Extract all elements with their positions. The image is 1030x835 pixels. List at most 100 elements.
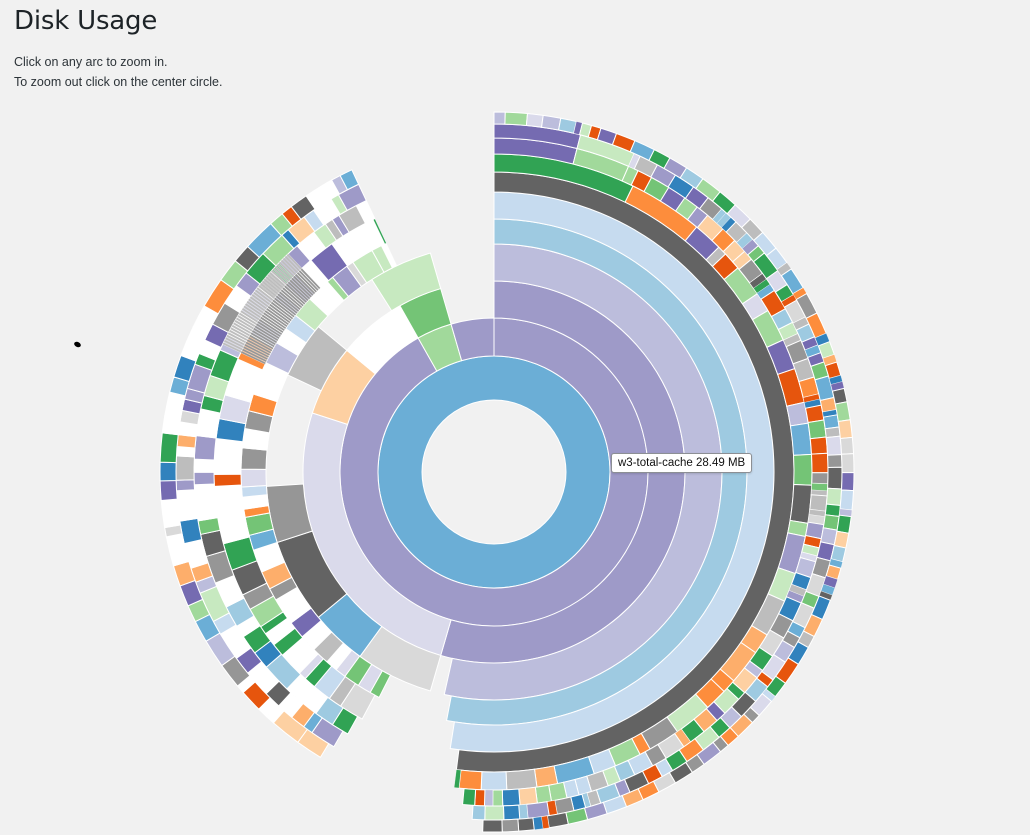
sunburst-arc-451[interactable] <box>232 322 252 335</box>
ring-1-arc-0[interactable] <box>377 355 611 589</box>
sunburst-arc-173[interactable] <box>526 801 550 819</box>
sunburst-arc-417[interactable] <box>161 415 182 436</box>
sunburst-arc-435[interactable] <box>222 342 242 353</box>
sunburst-arc-495[interactable] <box>268 271 286 288</box>
sunburst-arc-475[interactable] <box>251 293 269 308</box>
sunburst-arc-503[interactable] <box>276 263 293 280</box>
sunburst-arc-64[interactable] <box>804 404 825 424</box>
sunburst-arc-415[interactable] <box>159 461 177 482</box>
sunburst-arc-441[interactable] <box>226 334 246 346</box>
sunburst-arc-443[interactable] <box>227 331 247 344</box>
sunburst-arc-210[interactable] <box>834 401 851 423</box>
sunburst-arc-249[interactable] <box>517 817 535 832</box>
sunburst-arc-501[interactable] <box>274 265 291 282</box>
sunburst-arc-179[interactable] <box>504 111 529 127</box>
sunburst-arc-376[interactable] <box>175 455 195 481</box>
sunburst-arc-19[interactable] <box>789 422 813 456</box>
sunburst-arc-103[interactable] <box>534 784 553 804</box>
sunburst-arc-251[interactable] <box>482 819 503 833</box>
sunburst-arc-414[interactable] <box>159 479 178 502</box>
sunburst-arc-489[interactable] <box>263 278 281 294</box>
sunburst-arc-471[interactable] <box>247 298 266 312</box>
sunburst-arc-215[interactable] <box>839 489 855 511</box>
sunburst-arc-497[interactable] <box>270 269 288 286</box>
sunburst-arc-461[interactable] <box>239 309 259 323</box>
sunburst-arc-71[interactable] <box>809 494 828 512</box>
sunburst-arc-141[interactable] <box>827 466 843 490</box>
sunburst-arc-109[interactable] <box>462 788 477 806</box>
sunburst-arc-505[interactable] <box>278 261 295 278</box>
sunburst-arc-106[interactable] <box>492 789 504 807</box>
sunburst-arc-40[interactable] <box>453 769 462 789</box>
sunburst-arc-485[interactable] <box>259 282 278 298</box>
sunburst-arc-459[interactable] <box>238 312 258 326</box>
sunburst-arc-211[interactable] <box>837 419 853 440</box>
sunburst-arc-214[interactable] <box>841 472 855 492</box>
sunburst-arc-182[interactable] <box>557 117 578 134</box>
sunburst-arc-250[interactable] <box>501 818 520 833</box>
sunburst-arc-271[interactable] <box>240 468 267 488</box>
sunburst-arc-499[interactable] <box>272 267 290 284</box>
sunburst-arc-181[interactable] <box>540 114 562 131</box>
sunburst-arc-67[interactable] <box>810 452 829 474</box>
sunburst-arc-473[interactable] <box>249 295 268 310</box>
sunburst-arc-69[interactable] <box>811 483 828 492</box>
sunburst-arc-457[interactable] <box>237 314 256 328</box>
sunburst-arc-507[interactable] <box>280 259 297 276</box>
sunburst-arc-39[interactable] <box>458 769 483 791</box>
sunburst-arc-142[interactable] <box>825 487 843 506</box>
sunburst-arc-108[interactable] <box>474 788 486 807</box>
sunburst-arc-175[interactable] <box>502 804 521 821</box>
sunburst-arc-493[interactable] <box>266 273 284 290</box>
sunburst-arc-272[interactable] <box>240 447 268 470</box>
sunburst-arc-479[interactable] <box>254 289 273 304</box>
sunburst-arc-339[interactable] <box>193 471 215 486</box>
sunburst-arc-469[interactable] <box>246 300 265 315</box>
sunburst-arc-513[interactable] <box>286 253 303 270</box>
sunburst-arc-65[interactable] <box>807 419 827 440</box>
sunburst-arc-107[interactable] <box>484 789 494 807</box>
sunburst-arc-177[interactable] <box>471 804 486 821</box>
sunburst-arc-412[interactable] <box>162 511 182 529</box>
sunburst-arc-21[interactable] <box>789 483 813 524</box>
sunburst-arc-439[interactable] <box>224 336 245 349</box>
sunburst-arc-491[interactable] <box>265 275 283 292</box>
sunburst-arc-483[interactable] <box>257 284 276 300</box>
ring-2-arc-2[interactable] <box>450 317 495 362</box>
sunburst-arc-449[interactable] <box>231 324 251 337</box>
sunburst-arc-487[interactable] <box>261 280 279 296</box>
sunburst-arc-413[interactable] <box>160 498 180 515</box>
sunburst-arc-455[interactable] <box>235 317 255 330</box>
sunburst-arc-174[interactable] <box>518 804 529 820</box>
sunburst-arc-37[interactable] <box>505 768 538 791</box>
sunburst-arc-463[interactable] <box>241 307 260 321</box>
sunburst-arc-212[interactable] <box>839 436 855 455</box>
sunburst-arc-66[interactable] <box>809 436 828 455</box>
sunburst-arc-445[interactable] <box>228 329 248 342</box>
sunburst-arc-305[interactable] <box>213 473 242 487</box>
sunburst-arc-304[interactable] <box>213 484 245 512</box>
sunburst-arc-105[interactable] <box>501 788 521 807</box>
sunburst-arc-453[interactable] <box>234 319 253 332</box>
sunburst-arc-340[interactable] <box>193 458 215 473</box>
sunburst-arc-104[interactable] <box>518 786 538 806</box>
sunburst-arc-178[interactable] <box>493 111 506 125</box>
sunburst-arc-213[interactable] <box>841 453 855 474</box>
sunburst-arc-374[interactable] <box>176 489 199 522</box>
sunburst-arc-511[interactable] <box>284 255 301 272</box>
sunburst-arc-481[interactable] <box>256 286 274 302</box>
sunburst-arc-140[interactable] <box>827 454 843 468</box>
sunburst-arc-217[interactable] <box>836 514 852 534</box>
sunburst-arc-20[interactable] <box>793 453 813 486</box>
sunburst-arc-465[interactable] <box>243 305 262 319</box>
sunburst-arc-437[interactable] <box>223 339 243 351</box>
sunburst-arc-38[interactable] <box>480 771 508 791</box>
sunburst-arc-477[interactable] <box>252 291 271 306</box>
sunburst-arc-467[interactable] <box>244 302 263 317</box>
sunburst-arc-139[interactable] <box>825 435 843 456</box>
sunburst-arc-375[interactable] <box>175 479 196 492</box>
sunburst-arc-509[interactable] <box>282 257 299 274</box>
sunburst-arc-137[interactable] <box>822 414 840 430</box>
sunburst-arc-341[interactable] <box>193 434 217 461</box>
